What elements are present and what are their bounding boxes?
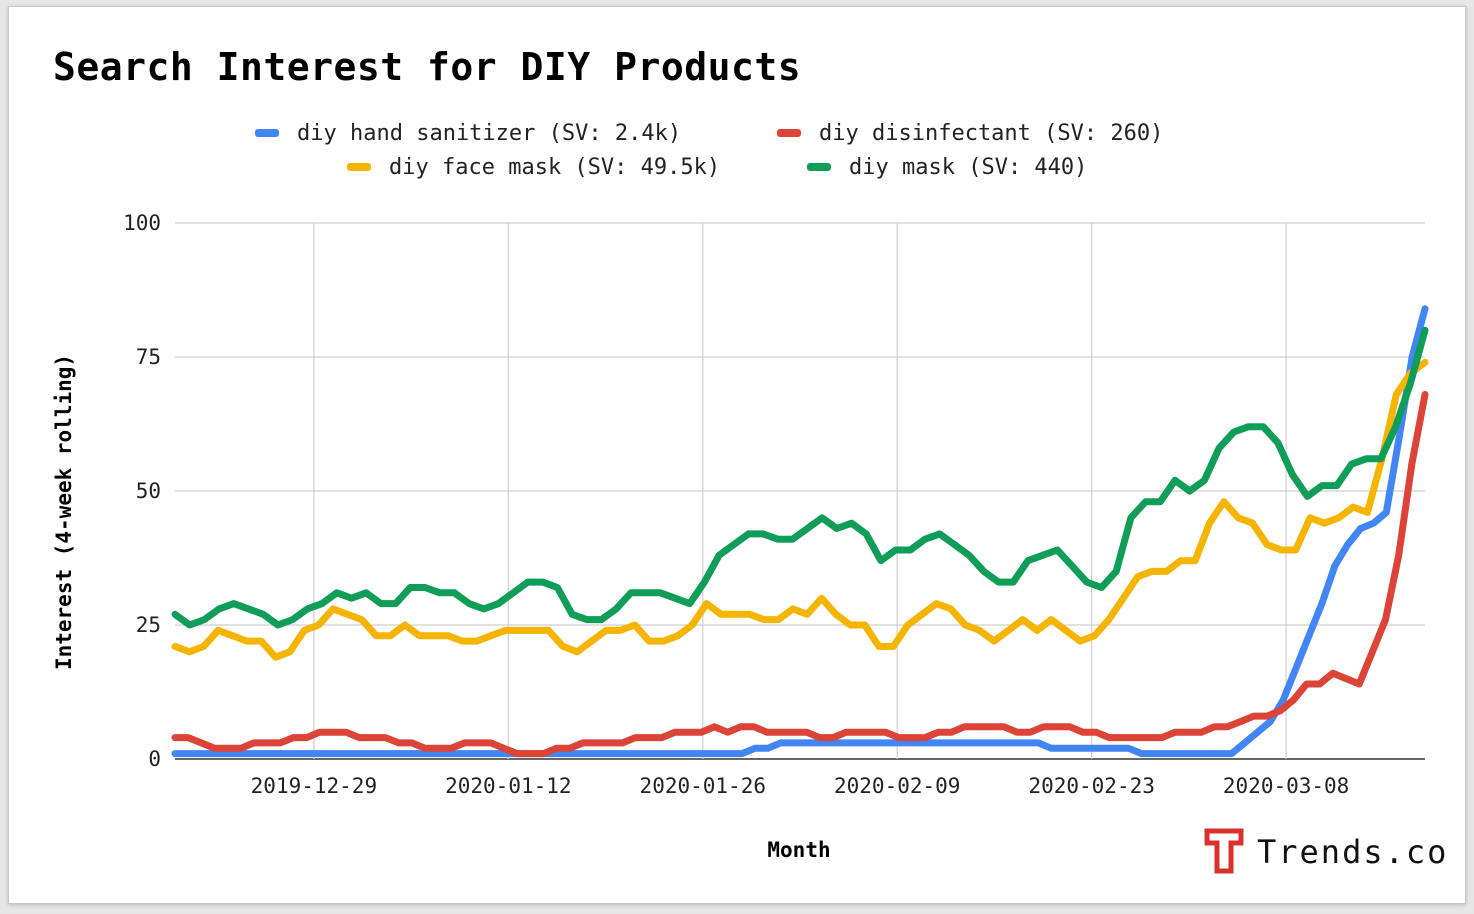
line-chart: diy hand sanitizer (SV: 2.4k) diy disinf… (52, 121, 1448, 874)
x-tick-label: 2020-03-08 (1223, 774, 1349, 798)
legend-swatch-face-mask (347, 163, 371, 171)
y-tick-label: 75 (136, 345, 161, 369)
legend-label-face-mask: diy face mask (SV: 49.5k) (389, 155, 720, 180)
chart-card: Search Interest for DIY Products diy han… (8, 6, 1466, 904)
series-line-2 (171, 358, 1429, 661)
x-tick-label: 2020-01-12 (445, 774, 571, 798)
legend-swatch-disinfectant (777, 129, 801, 137)
x-tick-label: 2020-02-23 (1028, 774, 1154, 798)
x-axis-ticks: 2019-12-29 2020-01-12 2020-01-26 2020-02-09… (251, 774, 1350, 798)
y-tick-label: 50 (136, 479, 161, 503)
legend: diy hand sanitizer (SV: 2.4k) diy disinf… (255, 121, 1163, 180)
series-line-1 (171, 391, 1429, 758)
legend-label-mask: diy mask (SV: 440) (849, 155, 1087, 180)
legend-item-face-mask[interactable]: diy face mask (SV: 49.5k) (347, 155, 720, 180)
brand-logo: Trends.co (1204, 828, 1448, 874)
legend-swatch-hand-sanitizer (255, 129, 279, 137)
y-axis-ticks: 0 25 50 75 100 (123, 211, 161, 771)
series-lines (171, 305, 1429, 758)
x-tick-label: 2019-12-29 (251, 774, 377, 798)
y-tick-label: 25 (136, 613, 161, 637)
legend-label-disinfectant: diy disinfectant (SV: 260) (819, 121, 1163, 146)
brand-name: Trends.co (1257, 833, 1448, 871)
legend-item-mask[interactable]: diy mask (SV: 440) (807, 155, 1087, 180)
x-tick-label: 2020-01-26 (640, 774, 766, 798)
x-axis-label: Month (767, 838, 830, 862)
chart-title: Search Interest for DIY Products (53, 45, 802, 89)
legend-label-hand-sanitizer: diy hand sanitizer (SV: 2.4k) (297, 121, 681, 146)
legend-item-hand-sanitizer[interactable]: diy hand sanitizer (SV: 2.4k) (255, 121, 681, 146)
y-axis-label: Interest (4-week rolling) (52, 354, 76, 670)
y-tick-label: 100 (123, 211, 161, 235)
x-tick-label: 2020-02-09 (834, 774, 960, 798)
legend-item-disinfectant[interactable]: diy disinfectant (SV: 260) (777, 121, 1163, 146)
trends-logo-icon (1204, 828, 1244, 874)
legend-swatch-mask (807, 163, 831, 171)
gridlines (175, 222, 1425, 760)
y-tick-label: 0 (148, 747, 161, 771)
series-line-3 (171, 326, 1429, 629)
series-line-0 (171, 305, 1429, 758)
